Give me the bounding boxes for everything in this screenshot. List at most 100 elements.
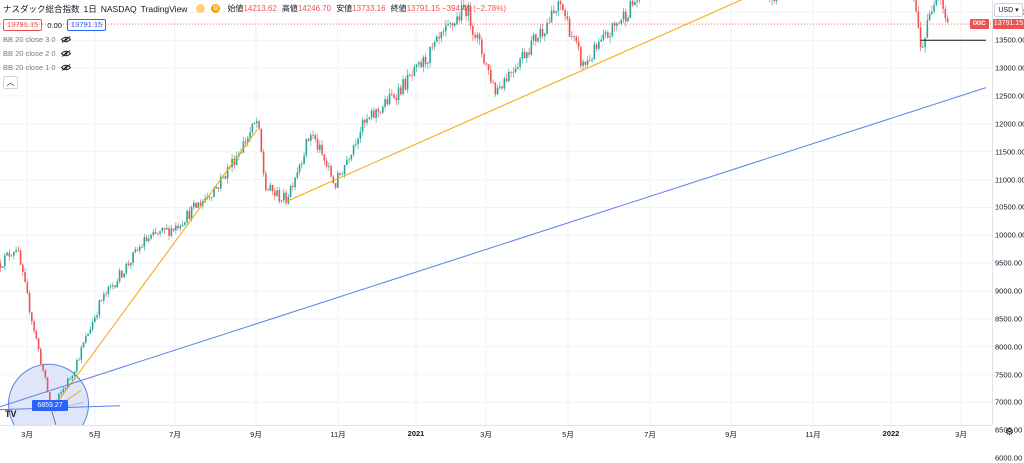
- candle-body: [371, 111, 373, 118]
- candle-body: [375, 109, 377, 118]
- candle-body: [380, 112, 382, 113]
- candle-body: [130, 263, 132, 266]
- candle-body: [272, 185, 274, 191]
- candle-body: [155, 232, 157, 234]
- buy-button[interactable]: 13791.15: [67, 19, 106, 31]
- low-price-annotation[interactable]: 6859.27: [32, 400, 68, 411]
- candle-body: [164, 228, 166, 229]
- candle-body: [398, 87, 400, 100]
- status-dot-icon: [196, 4, 205, 13]
- price-tick-label: 7000.00: [995, 398, 1022, 407]
- candle-body: [283, 193, 285, 201]
- candle-body: [186, 211, 188, 223]
- time-tick-label: 5月: [562, 429, 574, 440]
- highlight-circle: [9, 364, 89, 425]
- candle-body: [915, 0, 917, 11]
- candle-body: [508, 72, 510, 81]
- candle-body: [267, 190, 269, 191]
- candle-body: [396, 98, 398, 100]
- indicator-bb-1[interactable]: BB 20 close 1 0: [3, 60, 506, 74]
- candle-body: [0, 263, 1, 268]
- tradingview-logo[interactable]: TV: [5, 409, 17, 419]
- candle-body: [924, 38, 926, 47]
- interval-label: 1日: [84, 4, 97, 14]
- candle-body: [72, 376, 74, 378]
- candle-body: [528, 52, 530, 54]
- candle-body: [137, 249, 139, 250]
- candle-body: [263, 152, 265, 174]
- price-tick-label: 11500.00: [995, 147, 1024, 156]
- candle-body: [612, 23, 614, 36]
- candle-body: [195, 203, 197, 208]
- price-tick-label: 8000.00: [995, 342, 1022, 351]
- trendline-orange: [52, 129, 258, 410]
- time-tick-label: 7月: [644, 429, 656, 440]
- candle-body: [105, 294, 107, 295]
- candle-body: [621, 20, 623, 24]
- candle-body: [157, 234, 159, 235]
- indicator-bb-3[interactable]: BB 20 close 3 0: [3, 32, 506, 46]
- open-label: 始値: [227, 3, 243, 14]
- candle-body: [506, 79, 508, 82]
- candle-body: [29, 293, 31, 312]
- candle-body: [76, 360, 78, 371]
- candle-body: [920, 27, 922, 47]
- candle-body: [567, 16, 569, 19]
- candle-body: [193, 203, 195, 207]
- market-status-badge[interactable]: D: [211, 4, 220, 13]
- candle-body: [328, 166, 330, 167]
- candle-body: [546, 23, 548, 34]
- candle-body: [326, 161, 328, 167]
- candle-body: [542, 29, 544, 36]
- candle-body: [265, 174, 267, 190]
- candle-body: [290, 186, 292, 197]
- candle-body: [225, 176, 227, 179]
- candle-body: [321, 145, 323, 154]
- candle-body: [184, 223, 186, 225]
- candle-body: [252, 124, 254, 132]
- candle-body: [249, 132, 251, 138]
- price-axis[interactable]: 16500.0016000.0015500.0015000.0014500.00…: [992, 0, 1024, 425]
- candle-body: [294, 178, 296, 187]
- collapse-legend-button[interactable]: ︿: [3, 76, 18, 89]
- indicator-label: BB 20 close 1 0: [3, 63, 56, 72]
- indicator-bb-2[interactable]: BB 20 close 2 0: [3, 46, 506, 60]
- candle-body: [135, 249, 137, 252]
- eye-hidden-icon[interactable]: [61, 64, 71, 71]
- candle-body: [335, 183, 337, 188]
- currency-selector[interactable]: USD ▾: [994, 3, 1023, 17]
- candle-body: [562, 4, 564, 10]
- candle-body: [90, 330, 92, 334]
- sell-button[interactable]: 13791.15: [3, 19, 42, 31]
- candle-body: [609, 36, 611, 37]
- candle-body: [112, 285, 114, 286]
- spread-value: 0.00: [47, 21, 62, 30]
- candle-body: [198, 203, 200, 208]
- candle-body: [378, 109, 380, 111]
- symbol-name: ナスダック総合指数: [3, 4, 80, 14]
- candle-body: [123, 273, 125, 277]
- candle-body: [627, 18, 629, 21]
- price-tick-label: 10500.00: [995, 203, 1024, 212]
- candle-body: [569, 19, 571, 37]
- candle-body: [918, 11, 920, 27]
- candle-body: [150, 235, 152, 239]
- candle-body: [45, 370, 47, 377]
- candle-body: [310, 135, 312, 141]
- time-tick-label: 11月: [330, 429, 345, 440]
- candle-body: [189, 211, 191, 219]
- indicator-label: BB 20 close 2 0: [3, 49, 56, 58]
- eye-hidden-icon[interactable]: [61, 50, 71, 57]
- candle-body: [942, 0, 944, 9]
- candle-body: [360, 132, 362, 139]
- eye-hidden-icon[interactable]: [61, 36, 71, 43]
- price-tick-label: 9500.00: [995, 259, 1022, 268]
- chevron-down-icon: ▾: [1015, 6, 1019, 14]
- candle-body: [141, 247, 143, 248]
- time-tick-label: 9月: [250, 429, 262, 440]
- price-tick-label: 10000.00: [995, 231, 1024, 240]
- candle-body: [576, 37, 578, 42]
- settings-gear-icon[interactable]: ⚙: [1005, 427, 1014, 439]
